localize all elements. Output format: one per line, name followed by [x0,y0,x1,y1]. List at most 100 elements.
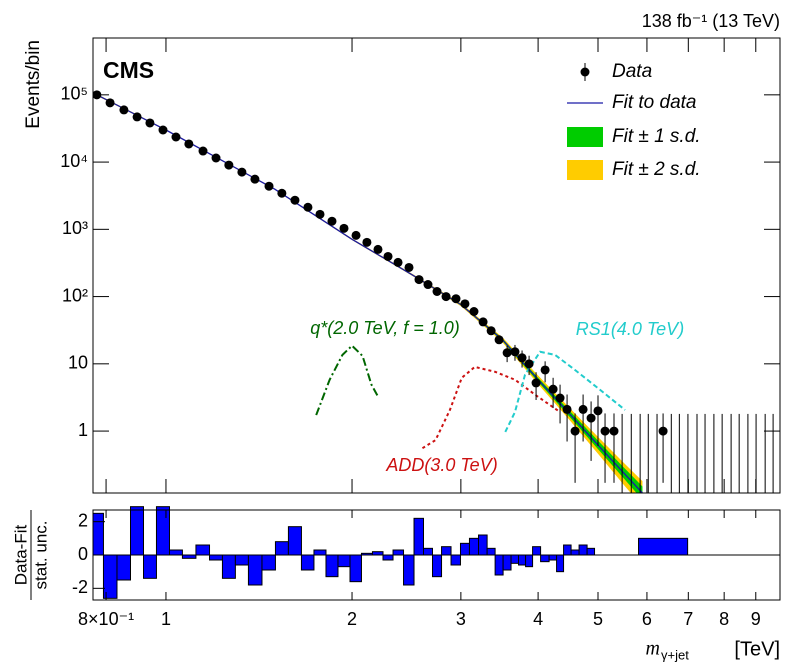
y-tick-label: 10 [68,353,88,373]
ratio-bar [325,554,339,578]
legend-label: Fit ± 1 s.d. [612,126,701,147]
data-point [510,347,520,357]
ratio-bar [563,544,572,556]
data-point [158,125,168,135]
legend-marker [567,160,603,180]
data-point [237,167,247,177]
ratio-bar [459,542,470,556]
ratio-bar [502,554,512,571]
ratio-bar [155,506,170,556]
ratio-bar [540,554,550,563]
data-point [290,195,300,205]
ratio-bar [209,554,223,561]
ratio-bar [586,547,596,556]
ratio-label-bottom: stat. unc. [31,521,50,590]
ratio-bar [261,554,276,571]
ratio-bar [337,554,351,568]
data-point [469,306,479,316]
data-point [373,244,383,254]
y-tick-label: 1 [78,420,88,440]
ratio-bar [570,549,580,556]
data-point [224,160,234,170]
y-tick-label: 10³ [62,218,88,238]
x-tick-label: 1 [161,609,171,629]
cms-label: CMS [103,57,154,83]
y-tick-label: 0 [78,544,88,564]
ratio-bar [556,554,565,573]
data-point [119,105,129,115]
ratio-bar [423,547,433,556]
ratio-bar [486,547,496,556]
y-axis-label: Events/bin [23,40,44,129]
data-point [105,98,115,108]
ratio-bar [441,546,452,556]
ratio-bar [102,554,118,599]
data-point [524,359,534,369]
ratio-bar [403,554,415,586]
ratio-bar [143,554,157,579]
data-point [486,326,496,336]
ratio-bar [431,554,443,578]
ratio-bar [468,537,480,556]
ratio-bar [413,517,425,556]
ratio-bar [92,512,104,556]
x-tick-label: 3 [456,609,466,629]
data-point [339,223,349,233]
x-tick-label: 5 [593,609,603,629]
data-point [451,294,461,304]
x-tick-label: 2 [347,609,357,629]
ratio-bar [274,541,289,556]
y-tick-label: -2 [72,577,88,597]
x-tick-label: 7 [683,609,693,629]
data-point [198,146,208,156]
data-point [517,353,527,363]
data-point [423,280,433,290]
data-point [315,209,325,219]
x-tick-label: 4 [533,609,543,629]
ratio-bar [221,554,236,579]
legend-label: Fit to data [612,92,697,113]
data-point [351,230,361,240]
ratio-bar [450,554,461,566]
data-point [250,174,260,184]
data-point [362,237,372,247]
y-tick-label: 10⁵ [61,84,88,104]
data-point [303,202,313,212]
main-frame [92,37,781,494]
ratio-bar [532,546,542,556]
data-point [432,286,442,296]
data-point [502,348,512,358]
data-point [540,365,550,375]
ratio-bar [638,537,689,556]
data-point [404,262,414,272]
x-tick-label: 8 [719,609,729,629]
x-label-symbol: m [646,638,660,660]
data-point [658,426,668,436]
legend-marker [580,67,590,77]
ratio-bar [168,549,183,556]
data-point [393,257,403,267]
data-point [478,317,488,327]
data-point [211,153,221,163]
y-tick-label: 2 [78,510,88,530]
legend-marker [567,127,603,147]
ratio-bar [578,544,588,556]
ratio-bar [478,534,488,556]
ratio-label-top: Data-Fit [11,525,30,586]
ratio-bar [548,554,558,561]
ratio-bar [300,554,315,571]
data-point [414,275,424,285]
ratio-bar [525,554,534,568]
data-point [132,112,142,122]
ratio-bar [247,554,263,586]
data-point [593,406,603,416]
data-point [264,181,274,191]
ratio-bar [510,554,520,564]
ratio-bar [494,554,504,576]
ratio-bar [349,554,362,583]
x-tick-label: 6 [642,609,652,629]
data-point [460,299,470,309]
data-point [531,378,541,388]
x-tick-label: 8×10⁻¹ [78,609,134,629]
